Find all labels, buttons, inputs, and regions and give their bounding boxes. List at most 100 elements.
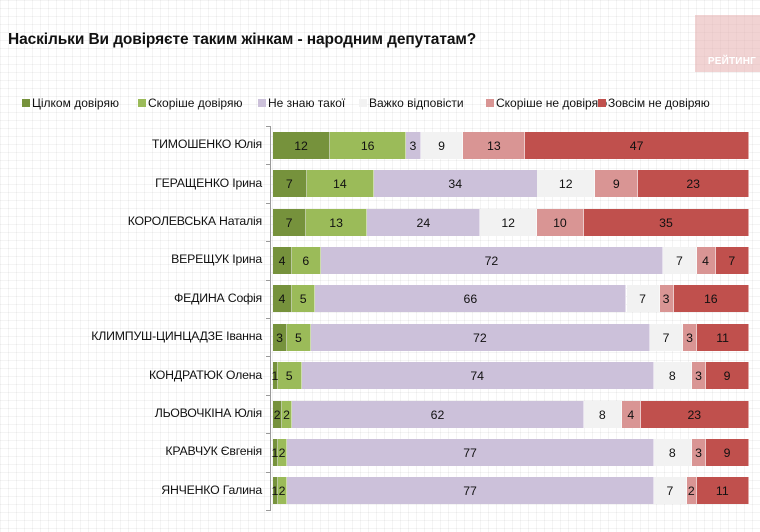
axis-tick: [266, 164, 271, 165]
data-label: 11: [715, 483, 729, 498]
bar-segment: 12: [273, 132, 331, 159]
bar-segment: 2: [687, 477, 697, 504]
data-label: 4: [627, 407, 635, 422]
bar-segment: 2: [277, 477, 288, 504]
bar-segment: 3: [659, 285, 674, 312]
data-label: 8: [668, 368, 676, 383]
bar-segment: 8: [653, 439, 692, 466]
bar-segment: 7: [273, 209, 306, 236]
bar-segment: 16: [673, 285, 749, 312]
data-label: 7: [285, 176, 293, 191]
bar-segment: 23: [640, 401, 749, 428]
data-label: 24: [416, 215, 431, 230]
bar-segment: 1: [271, 362, 278, 389]
bar-segment: 7: [273, 170, 307, 197]
data-label: 62: [430, 407, 445, 422]
data-label: 47: [629, 138, 644, 153]
data-label: 7: [639, 291, 646, 306]
data-label: 34: [448, 176, 463, 191]
bar-segment: 3: [691, 362, 707, 389]
axis-tick: [266, 126, 271, 127]
data-label: 12: [294, 138, 308, 153]
legend-item: Не знаю такої: [258, 96, 345, 110]
bar-segment: 47: [525, 132, 749, 159]
bar-segment: 11: [696, 477, 749, 504]
bar-segment: 7: [626, 285, 660, 312]
bar-segment: 12: [480, 209, 537, 236]
axis-tick: [266, 241, 271, 242]
data-label: 12: [558, 176, 573, 191]
bar-segment: 74: [301, 362, 654, 389]
rating-logo: РЕЙТИНГ: [695, 15, 760, 72]
category-label: ГЕРАЩЕНКО Ірина: [155, 176, 262, 190]
data-label: 10: [553, 215, 567, 230]
data-label: 14: [332, 176, 347, 191]
bar-segment: 13: [306, 209, 368, 236]
bar-segment: 4: [273, 285, 292, 312]
data-label: 9: [438, 138, 445, 153]
bar-segment: 5: [287, 324, 311, 351]
bar-segment: 3: [406, 132, 421, 159]
data-label: 13: [329, 215, 343, 230]
data-label: 8: [598, 407, 606, 422]
bar-segment: 2: [277, 439, 288, 466]
axis-tick: [266, 318, 271, 319]
data-label: 16: [703, 291, 718, 306]
axis-tick: [266, 203, 271, 204]
bar-segment: 11: [697, 324, 749, 351]
category-label: КРАВЧУК Євгенія: [165, 444, 262, 458]
data-label: 3: [686, 330, 693, 345]
data-label: 3: [409, 138, 417, 153]
legend-label: Важко відповісти: [369, 96, 464, 110]
legend-label: Скоріше довіряю: [148, 96, 243, 110]
data-label: 4: [278, 291, 286, 306]
bar-segment: 4: [696, 247, 716, 274]
bar-segment: 62: [291, 401, 585, 428]
bar-segment: 12: [537, 170, 596, 197]
axis-tick: [266, 510, 271, 511]
axis-tick: [266, 472, 271, 473]
data-label: 9: [612, 176, 620, 191]
bar-segment: 72: [310, 324, 650, 351]
axis-tick: [266, 356, 271, 357]
legend-item: Скоріше не довіряю: [486, 96, 607, 110]
legend-swatch: [138, 99, 146, 107]
bar-segment: 8: [653, 362, 692, 389]
bar-segment: 7: [715, 247, 749, 274]
legend-swatch: [359, 99, 367, 107]
bar-segment: 3: [691, 439, 707, 466]
data-label: 3: [695, 445, 702, 460]
data-label: 2: [278, 445, 286, 460]
data-label: 2: [283, 407, 290, 422]
data-label: 12: [501, 215, 516, 230]
legend-label: Цілком довіряю: [32, 96, 119, 110]
legend-item: Скоріше довіряю: [138, 96, 242, 110]
bar-segment: 9: [706, 362, 749, 389]
bar-segment: 9: [706, 439, 749, 466]
data-label: 5: [299, 291, 307, 306]
category-label: ЛЬОВОЧКІНА Юлія: [154, 406, 262, 420]
data-label: 4: [702, 253, 710, 268]
data-label: 8: [668, 445, 676, 460]
data-label: 7: [676, 253, 683, 268]
data-label: 5: [294, 330, 302, 345]
legend-swatch: [598, 99, 606, 107]
bar-segment: 7: [650, 324, 683, 351]
data-label: 1: [271, 483, 279, 498]
bar-segment: 77: [287, 477, 654, 504]
category-label: КОРОЛЕВСЬКА Наталія: [127, 214, 262, 228]
data-label: 9: [723, 368, 731, 383]
data-label: 72: [472, 330, 487, 345]
bar-segment: 3: [683, 324, 698, 351]
bar-segment: 14: [306, 170, 374, 197]
bar-segment: 23: [638, 170, 749, 197]
category-label: ФЕДИНА Софія: [173, 291, 262, 305]
chart-title: Наскільки Ви довіряєте таким жінкам - на…: [8, 31, 477, 48]
bar-segment: 5: [291, 285, 316, 312]
bar-segment: 24: [367, 209, 481, 236]
bar-segment: 4: [273, 247, 292, 274]
data-label: 23: [686, 176, 701, 191]
legend-swatch: [22, 99, 30, 107]
legend-item: Важко відповісти: [359, 96, 464, 110]
bar-segment: 7: [663, 247, 697, 274]
